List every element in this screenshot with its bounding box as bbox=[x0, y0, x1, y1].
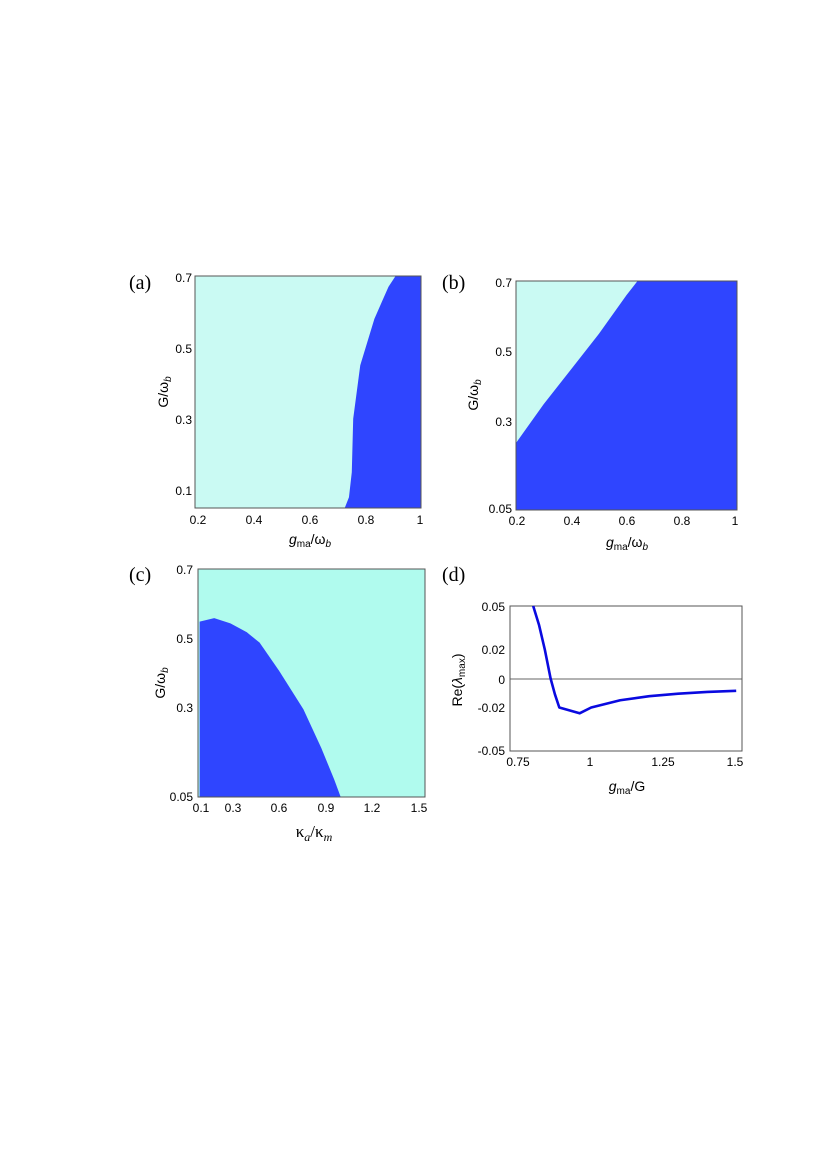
panel-c-stable-region bbox=[199, 618, 341, 797]
panel-b-ytick: 0.3 bbox=[495, 415, 512, 429]
panel-c-xtick: 0.1 bbox=[193, 801, 210, 815]
panel-d-xtick: 0.75 bbox=[506, 755, 530, 769]
panel-b-xtick: 0.2 bbox=[509, 514, 526, 528]
panel-a-ytick: 0.3 bbox=[175, 413, 192, 427]
panel-a-ylabel: G/ωb bbox=[155, 376, 174, 408]
panel-a-x-ticks: 0.2 0.4 0.6 0.8 1 bbox=[190, 513, 424, 527]
panel-b-frame bbox=[515, 280, 738, 511]
panel-c: (c) 0.1 0.3 0.6 0.9 1.2 1.5 0.05 0.3 0.5… bbox=[129, 563, 428, 844]
panel-a: (a) 0.2 0.4 0.6 0.8 1 0.1 0.3 0.5 0.7 gm… bbox=[129, 271, 424, 550]
panel-a-xtick: 0.2 bbox=[190, 513, 207, 527]
panel-d-ylabel: Re(λmax) bbox=[449, 653, 468, 706]
panel-a-frame bbox=[194, 275, 422, 509]
panel-d-xtick: 1 bbox=[587, 755, 594, 769]
panel-c-x-ticks: 0.1 0.3 0.6 0.9 1.2 1.5 bbox=[193, 801, 428, 815]
panel-d-series-line bbox=[531, 605, 737, 715]
panel-a-xtick: 0.6 bbox=[302, 513, 319, 527]
panel-d-ytick: 0 bbox=[498, 673, 505, 687]
panel-b-ylabel: G/ωb bbox=[465, 379, 484, 411]
panel-d-ytick: -0.02 bbox=[478, 701, 506, 715]
panel-c-frame bbox=[197, 568, 426, 798]
panel-d-label: (d) bbox=[442, 564, 465, 586]
panel-a-y-ticks: 0.1 0.3 0.5 0.7 bbox=[175, 271, 192, 498]
panel-b-stable-region bbox=[516, 281, 737, 510]
panel-b-xtick: 0.4 bbox=[564, 514, 581, 528]
panel-d: (d) 0.75 1 1.25 1.5 0.05 0.02 0 -0.02 -0… bbox=[442, 564, 744, 797]
panel-c-ytick: 0.5 bbox=[176, 632, 193, 646]
panel-c-xtick: 1.5 bbox=[411, 801, 428, 815]
panel-d-curve-group bbox=[531, 605, 737, 715]
panel-c-xtick: 0.9 bbox=[318, 801, 335, 815]
panel-b-xlabel: gma/ωb bbox=[606, 534, 649, 553]
panel-b-xtick: 0.8 bbox=[674, 514, 691, 528]
panel-a-ytick: 0.1 bbox=[175, 484, 192, 498]
panel-c-ylabel: G/ωb bbox=[152, 667, 171, 699]
panel-c-xtick: 0.3 bbox=[225, 801, 242, 815]
panel-c-ytick: 0.7 bbox=[176, 563, 193, 577]
panel-d-y-ticks: 0.05 0.02 0 -0.02 -0.05 bbox=[478, 600, 506, 758]
panel-a-ytick: 0.5 bbox=[175, 342, 192, 356]
panel-b-xtick: 0.6 bbox=[619, 514, 636, 528]
panel-d-ytick: 0.02 bbox=[482, 643, 506, 657]
panel-a-xtick: 0.8 bbox=[358, 513, 375, 527]
panel-c-y-ticks: 0.05 0.3 0.5 0.7 bbox=[170, 563, 194, 804]
panel-d-ytick: -0.05 bbox=[478, 744, 506, 758]
panel-c-xtick: 1.2 bbox=[364, 801, 381, 815]
panel-c-label: (c) bbox=[129, 564, 151, 586]
panel-d-x-ticks: 0.75 1 1.25 1.5 bbox=[506, 755, 743, 769]
panel-c-xtick: 0.6 bbox=[271, 801, 288, 815]
panel-c-ytick: 0.05 bbox=[170, 790, 194, 804]
panel-c-xlabel: κa/κm bbox=[296, 822, 333, 844]
panel-a-ytick: 0.7 bbox=[175, 271, 192, 285]
panel-c-ytick: 0.3 bbox=[176, 701, 193, 715]
panel-d-frame bbox=[509, 605, 743, 752]
panel-a-xlabel: gma/ωb bbox=[289, 531, 332, 550]
panel-b-x-ticks: 0.2 0.4 0.6 0.8 1 bbox=[509, 514, 739, 528]
panel-a-xtick: 1 bbox=[417, 513, 424, 527]
panel-a-stable-region bbox=[344, 276, 421, 508]
panel-d-ytick: 0.05 bbox=[482, 600, 506, 614]
panel-d-xtick: 1.5 bbox=[727, 755, 744, 769]
panel-b-xtick: 1 bbox=[732, 514, 739, 528]
panel-b-label: (b) bbox=[442, 272, 465, 294]
panel-d-xtick: 1.25 bbox=[651, 755, 675, 769]
panel-a-xtick: 0.4 bbox=[246, 513, 263, 527]
panel-a-label: (a) bbox=[129, 272, 151, 294]
panel-d-xlabel: gma/G bbox=[609, 778, 645, 797]
panel-b-ytick: 0.7 bbox=[495, 276, 512, 290]
panel-b-y-ticks: 0.05 0.3 0.5 0.7 bbox=[489, 276, 513, 516]
panel-b: (b) 0.2 0.4 0.6 0.8 1 0.05 0.3 0.5 0.7 g… bbox=[442, 272, 739, 553]
panel-b-ytick: 0.05 bbox=[489, 502, 513, 516]
panel-b-ytick: 0.5 bbox=[495, 345, 512, 359]
